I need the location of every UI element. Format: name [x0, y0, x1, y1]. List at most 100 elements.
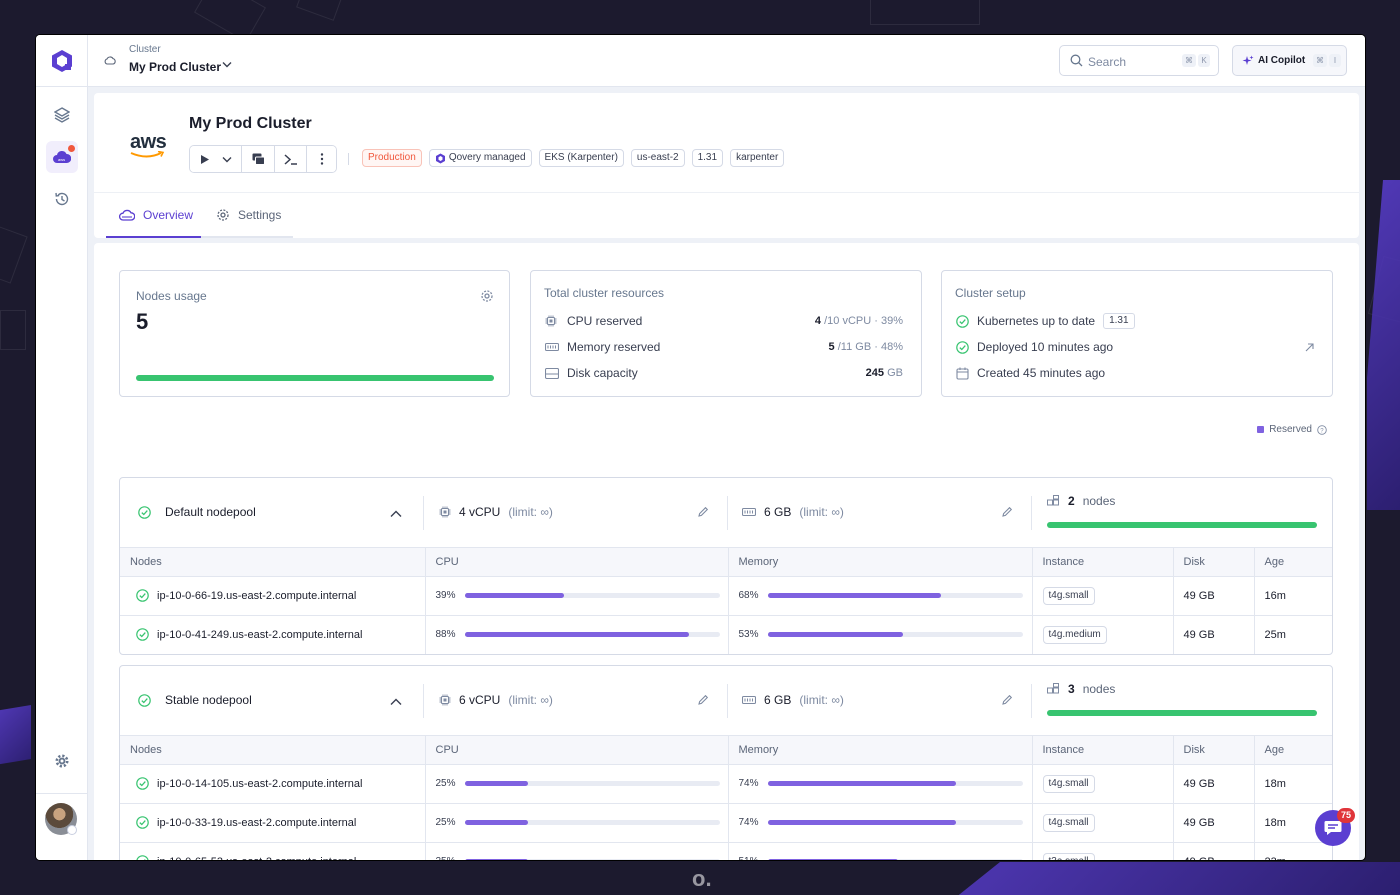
column-header: Instance [1032, 548, 1174, 577]
table-row[interactable]: ip-10-0-65-53.us-east-2.compute.internal… [120, 842, 1332, 860]
cluster-setup-card: Cluster setup Kubernetes up to date 1.31… [941, 270, 1333, 397]
node-cpu-bar [464, 820, 529, 825]
edit-cpu-limit-button[interactable] [697, 505, 709, 523]
help-circle-icon[interactable]: ? [1317, 424, 1327, 435]
node-memory-usage: 74% [739, 778, 1032, 789]
nodepool-collapse-button[interactable] [390, 505, 402, 523]
cloud-icon [119, 209, 135, 221]
nodes-icon [1047, 495, 1059, 506]
node-memory-pct: 51% [739, 856, 759, 860]
aws-logo: aws [130, 131, 167, 159]
edit-memory-limit-button[interactable] [1001, 505, 1013, 523]
pencil-icon [1002, 506, 1013, 517]
search-icon [1070, 54, 1083, 67]
qovery-logo-icon[interactable] [49, 48, 75, 74]
play-icon [200, 154, 209, 164]
tab-settings[interactable]: Settings [201, 193, 293, 238]
table-row[interactable]: ip-10-0-33-19.us-east-2.compute.internal… [120, 803, 1332, 843]
nodepool-nodes-value: 2 [1068, 494, 1075, 508]
search-input[interactable]: Search ⌘ K [1059, 45, 1219, 76]
badge-cluster-type: EKS (Karpenter) [538, 149, 624, 167]
node-instance-type: t3a.small [1042, 852, 1095, 860]
nodepool-cpu-value: 4 vCPU [459, 505, 501, 519]
node-memory-bar [767, 859, 898, 860]
search-placeholder: Search [1088, 55, 1127, 69]
nodepool-collapse-button[interactable] [390, 693, 402, 711]
nodepool-name: Default nodepool [165, 505, 256, 519]
column-header: CPU [425, 548, 729, 577]
column-header: Disk [1173, 736, 1255, 765]
node-cpu-usage: 25% [436, 817, 728, 828]
setup-k8s-version-badge: 1.31 [1103, 313, 1135, 329]
node-name[interactable]: ip-10-0-65-53.us-east-2.compute.internal [157, 856, 356, 860]
disk-icon [545, 367, 559, 379]
external-link-icon[interactable] [1305, 342, 1314, 352]
cluster-selector[interactable]: My Prod Cluster [129, 60, 222, 74]
logs-button[interactable] [242, 146, 275, 172]
rail-projects-button[interactable] [46, 99, 78, 131]
nodepool-title: Stable nodepool [138, 693, 252, 707]
node-name[interactable]: ip-10-0-41-249.us-east-2.compute.interna… [157, 628, 363, 641]
pencil-icon [698, 694, 709, 705]
sparkles-icon [1242, 55, 1254, 65]
nodepool-progress-track [1047, 522, 1317, 528]
copilot-shortcut-key: I [1329, 54, 1341, 67]
history-icon [55, 192, 69, 206]
setup-deployed-row[interactable]: Deployed 10 minutes ago [956, 339, 1314, 355]
cluster-header: aws My Prod Cluster [94, 93, 1359, 238]
calendar-icon [956, 367, 969, 380]
more-actions-button[interactable] [307, 146, 336, 172]
edit-cpu-limit-button[interactable] [697, 693, 709, 711]
node-cpu-bar [464, 781, 529, 786]
tab-overview-label: Overview [143, 207, 194, 222]
node-cpu-usage: 88% [436, 629, 728, 640]
logs-icon [252, 153, 265, 165]
node-name[interactable]: ip-10-0-14-105.us-east-2.compute.interna… [157, 777, 363, 790]
node-disk: 49 GB [1173, 764, 1255, 804]
column-header: Nodes [120, 736, 426, 765]
check-circle-icon [136, 855, 149, 860]
node-name[interactable]: ip-10-0-33-19.us-east-2.compute.internal [157, 816, 357, 829]
tab-overview[interactable]: Overview [106, 193, 201, 238]
svg-text:?: ? [1320, 428, 1324, 434]
ai-copilot-button[interactable]: AI Copilot ⌘ I [1232, 45, 1347, 76]
rail-history-button[interactable] [46, 183, 78, 215]
table-row[interactable]: ip-10-0-66-19.us-east-2.compute.internal… [120, 576, 1332, 616]
node-disk: 49 GB [1173, 803, 1255, 843]
deploy-button[interactable] [190, 146, 242, 172]
node-memory-usage: 51% [739, 856, 1032, 860]
nodes-table: Nodes CPU Memory Instance Disk Age ip-10-0-66-… [120, 548, 1332, 654]
rail-clusters-button[interactable]: aws [46, 141, 78, 173]
badge-autoscaler: karpenter [730, 149, 785, 167]
badge-environment: Production [362, 149, 422, 167]
node-instance-type: t4g.small [1042, 586, 1095, 605]
rail-settings-button[interactable] [46, 745, 78, 777]
memory-reserved-total: /11 GB [837, 341, 872, 353]
svg-text:aws: aws [58, 157, 65, 162]
cpu-reserved-row: CPU reserved 4 /10 vCPU · 39% [545, 313, 903, 329]
node-memory-pct: 74% [738, 817, 759, 828]
nodepool-memory-value: 6 GB [764, 693, 792, 707]
node-memory-bar [767, 820, 957, 825]
node-cpu-bar [464, 859, 529, 860]
nodepool-memory: 6 GB (limit: ∞) [742, 505, 844, 519]
node-age: 16m [1254, 576, 1332, 616]
overview-content: Nodes usage 5 Total cluster resources CP… [94, 243, 1359, 860]
nodepool-progress-bar [1047, 522, 1317, 528]
cpu-reserved-value: 4 [814, 315, 822, 327]
gear-icon[interactable] [480, 289, 494, 303]
tab-settings-label: Settings [238, 207, 282, 222]
chevron-down-icon[interactable] [222, 61, 232, 68]
table-row[interactable]: ip-10-0-41-249.us-east-2.compute.interna… [120, 615, 1332, 654]
nodes-usage-bar [136, 375, 494, 381]
avatar-status-badge [67, 825, 77, 835]
search-shortcut-cmd: ⌘ [1182, 54, 1196, 67]
chat-unread-badge: 75 [1337, 808, 1355, 823]
terminal-button[interactable] [275, 146, 307, 172]
nodepool-nodes-count: 3 nodes [1047, 682, 1115, 696]
node-name[interactable]: ip-10-0-66-19.us-east-2.compute.internal [157, 589, 357, 602]
cpu-reserved-label: CPU reserved [567, 314, 643, 328]
edit-memory-limit-button[interactable] [1001, 693, 1013, 711]
table-row[interactable]: ip-10-0-14-105.us-east-2.compute.interna… [120, 764, 1332, 804]
